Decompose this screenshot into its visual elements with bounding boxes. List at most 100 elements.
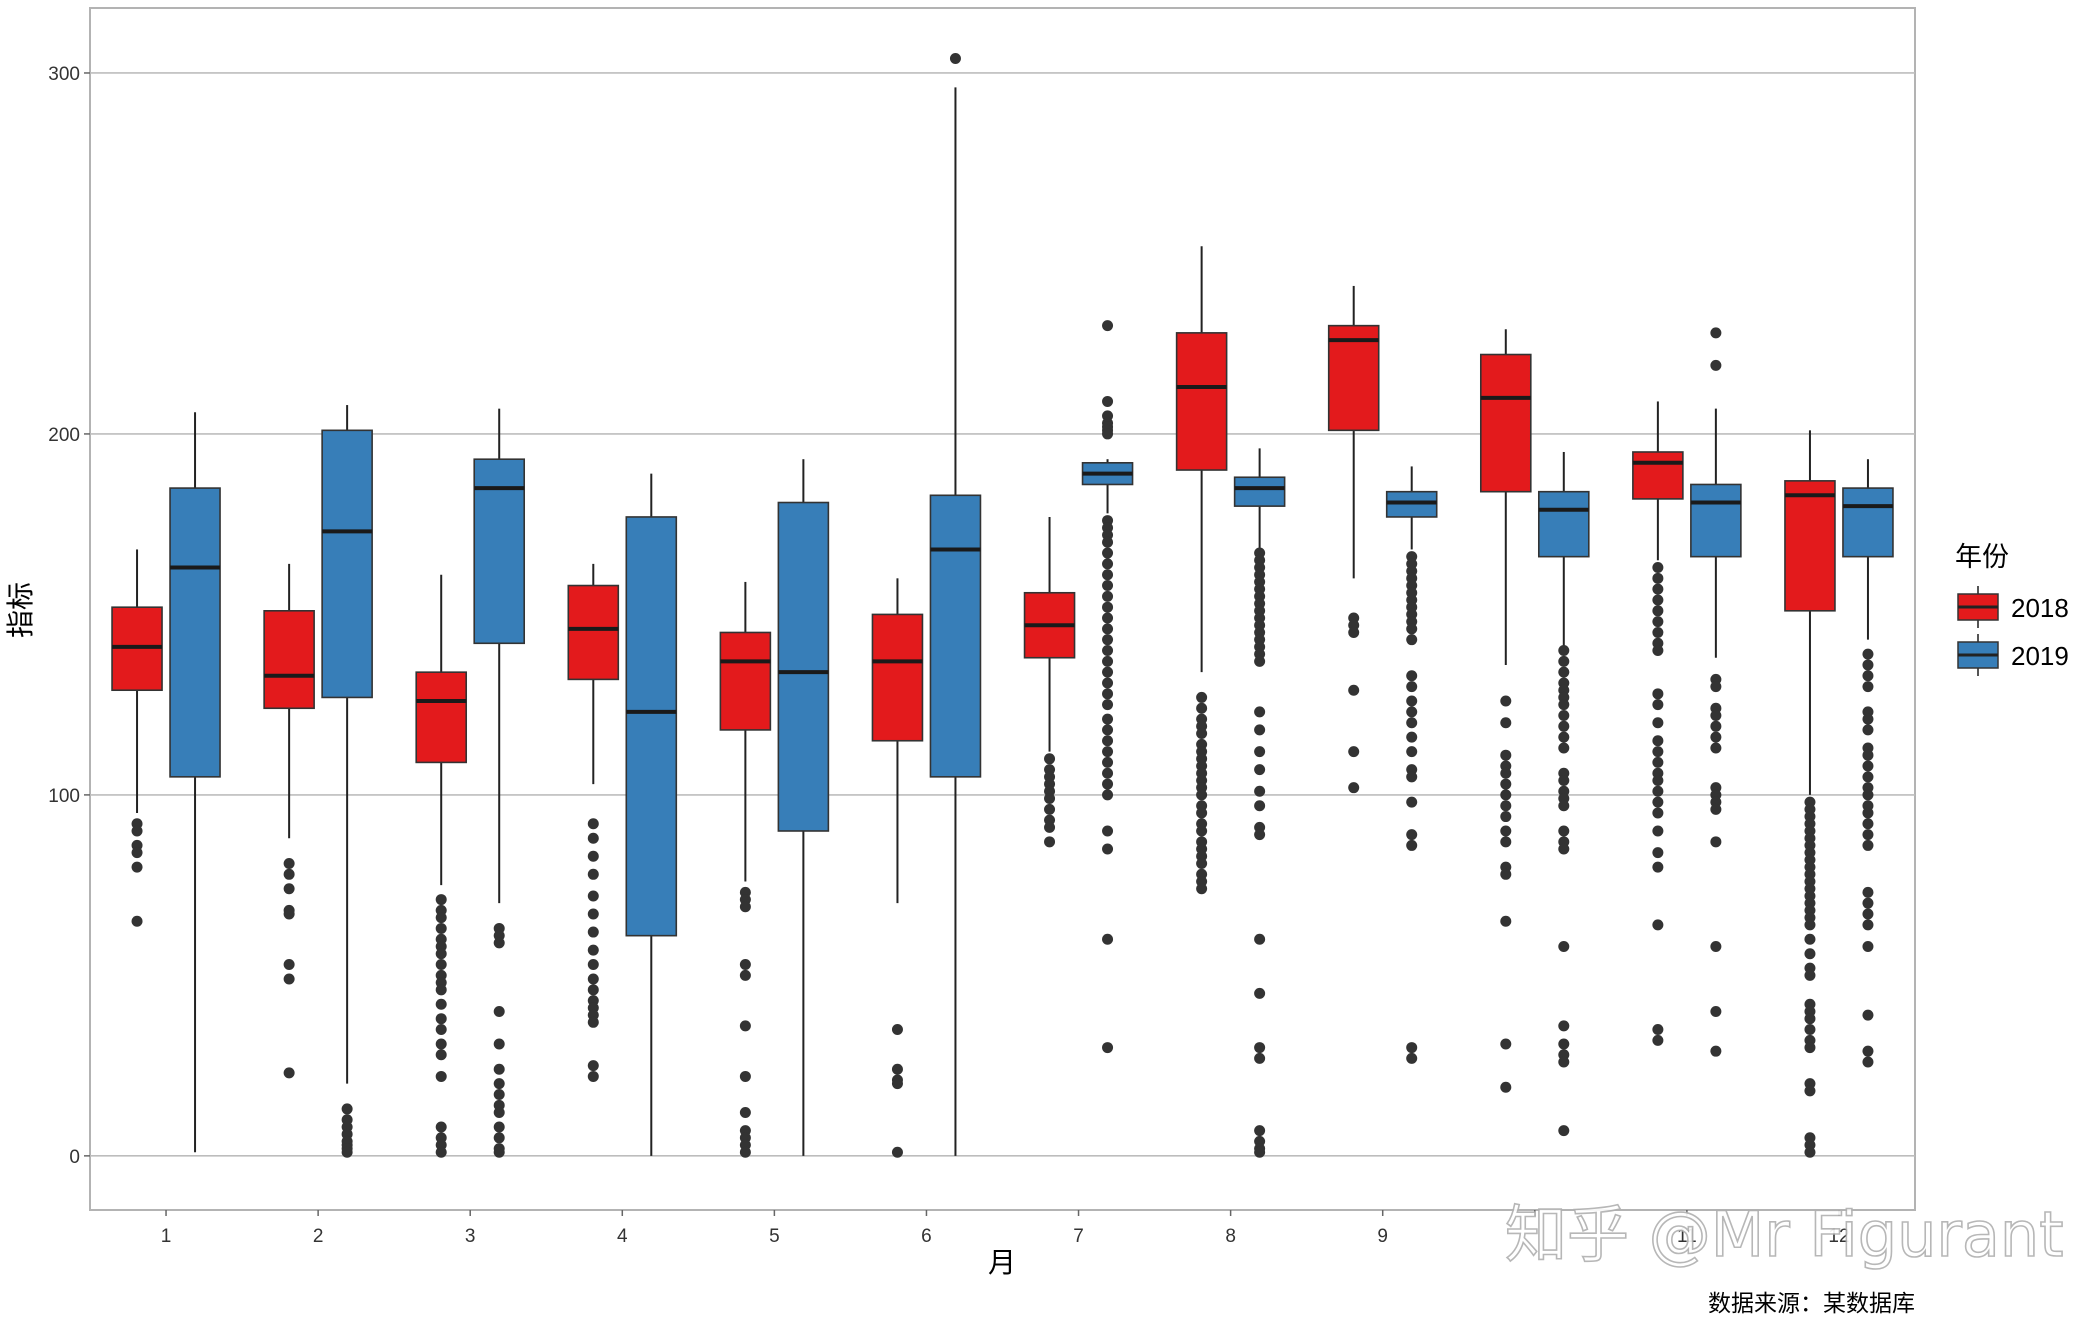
- outlier-point: [1652, 583, 1664, 595]
- box-2019-month-3: [473, 408, 526, 1158]
- outlier-point: [1406, 634, 1418, 646]
- outlier-point: [493, 1107, 505, 1119]
- outlier-point: [341, 1146, 353, 1158]
- outlier-point: [1406, 681, 1418, 693]
- outlier-point: [1558, 1125, 1570, 1137]
- box-iqr: [1842, 487, 1894, 558]
- box-iqr: [321, 429, 373, 699]
- outlier-point: [1558, 940, 1570, 952]
- outlier-point: [1862, 829, 1874, 841]
- outlier-point: [435, 1146, 447, 1158]
- box-iqr: [1784, 480, 1836, 612]
- outlier-point: [1102, 623, 1114, 635]
- outlier-point: [739, 901, 751, 913]
- outlier-point: [1348, 684, 1360, 696]
- outlier-point: [587, 832, 599, 844]
- outlier-point: [1500, 800, 1512, 812]
- outlier-point: [493, 1038, 505, 1050]
- x-tick-label-9: 9: [1377, 1226, 1388, 1247]
- outlier-point: [1500, 825, 1512, 837]
- box-2018-month-8: [1175, 246, 1228, 895]
- outlier-point: [891, 1146, 903, 1158]
- x-tick-label-6: 6: [921, 1226, 932, 1247]
- outlier-point: [891, 1063, 903, 1075]
- outlier-point: [1406, 1052, 1418, 1064]
- outlier-point: [283, 908, 295, 920]
- outlier-point: [283, 959, 295, 971]
- outlier-point: [1102, 789, 1114, 801]
- legend-label-2018: 2018: [2011, 593, 2069, 623]
- boxes: [111, 53, 1894, 1158]
- y-tick-label-100: 100: [48, 786, 80, 807]
- outlier-point: [493, 1146, 505, 1158]
- outlier-point: [1652, 774, 1664, 786]
- outlier-point: [1652, 847, 1664, 859]
- box-iqr: [1175, 332, 1228, 471]
- outlier-point: [131, 847, 143, 859]
- outlier-point: [1652, 626, 1664, 638]
- outlier-point: [1710, 940, 1722, 952]
- outlier-point: [1652, 785, 1664, 797]
- outlier-point: [435, 912, 447, 924]
- outlier-point: [587, 984, 599, 996]
- outlier-point: [1102, 724, 1114, 736]
- outlier-point: [1558, 774, 1570, 786]
- outlier-point: [1500, 717, 1512, 729]
- legend-title: 年份: [1955, 542, 2009, 573]
- outlier-point: [1102, 778, 1114, 790]
- outlier-point: [1652, 645, 1664, 657]
- outlier-point: [739, 1020, 751, 1032]
- outlier-point: [587, 890, 599, 902]
- outlier-point: [493, 937, 505, 949]
- outlier-point: [1862, 1009, 1874, 1021]
- outlier-point: [1710, 359, 1722, 371]
- outlier-point: [1804, 1085, 1816, 1097]
- outlier-point: [1652, 807, 1664, 819]
- legend-label-2019: 2019: [2011, 641, 2069, 671]
- outlier-point: [1804, 969, 1816, 981]
- outlier-point: [587, 1070, 599, 1082]
- outlier-point: [1406, 706, 1418, 718]
- box-2019-month-10: [1537, 451, 1590, 1137]
- outlier-point: [739, 959, 751, 971]
- outlier-point: [1558, 699, 1570, 711]
- outlier-point: [435, 1121, 447, 1133]
- outlier-point: [1862, 681, 1874, 693]
- outlier-point: [1102, 1042, 1114, 1054]
- outlier-point: [1406, 796, 1418, 808]
- plot-panel: [89, 7, 1916, 1211]
- outlier-point: [1558, 709, 1570, 721]
- outlier-point: [1652, 688, 1664, 700]
- outlier-point: [1710, 720, 1722, 732]
- outlier-point: [1652, 735, 1664, 747]
- box-2018-month-10: [1479, 329, 1532, 1093]
- outlier-point: [1254, 1042, 1266, 1054]
- outlier-point: [1804, 919, 1816, 931]
- outlier-point: [1804, 1013, 1816, 1025]
- legend-item-2019: 2019: [1957, 634, 2069, 676]
- outlier-point: [1558, 1056, 1570, 1068]
- outlier-point: [1652, 796, 1664, 808]
- outlier-point: [587, 959, 599, 971]
- y-axis: 0 100 200 300: [48, 64, 90, 1168]
- outlier-point: [1652, 1024, 1664, 1036]
- outlier-point: [587, 850, 599, 862]
- outlier-point: [1254, 933, 1266, 945]
- outlier-point: [1102, 843, 1114, 855]
- outlier-point: [739, 1146, 751, 1158]
- outlier-point: [1406, 1042, 1418, 1054]
- x-tick-label-12: 12: [1828, 1226, 1849, 1247]
- outlier-point: [1710, 327, 1722, 339]
- outlier-point: [1804, 1024, 1816, 1036]
- outlier-point: [1862, 789, 1874, 801]
- outlier-point: [1406, 731, 1418, 743]
- outlier-point: [1500, 1038, 1512, 1050]
- outlier-point: [131, 915, 143, 927]
- box-2018-month-9: [1327, 285, 1380, 794]
- outlier-point: [1862, 908, 1874, 920]
- outlier-point: [1862, 749, 1874, 761]
- outlier-point: [493, 1078, 505, 1090]
- outlier-point: [1102, 645, 1114, 657]
- outlier-point: [1862, 818, 1874, 830]
